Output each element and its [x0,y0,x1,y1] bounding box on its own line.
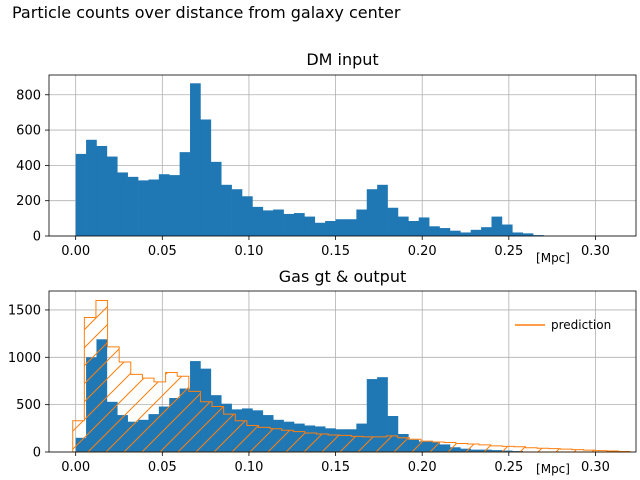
histogram-bar [106,156,118,236]
histogram-bar [533,235,544,236]
histogram-bar [200,119,212,236]
x-tick-label: 0.30 [581,460,610,475]
histogram-bar [470,229,482,236]
x-tick-label: 0.00 [61,244,90,259]
y-tick-label: 400 [16,159,41,174]
y-tick-label: 0 [33,230,41,245]
panel-gas-unit-label: [Mpc] [536,462,570,476]
histogram-bar [273,209,284,236]
panel-dm-input-bars [75,83,544,236]
histogram-bar [387,207,399,236]
legend-prediction-label: prediction [551,318,611,332]
histogram-bar [75,153,87,236]
histogram-bar [252,206,264,236]
histogram-bar [512,232,523,236]
x-tick-label: 0.25 [494,244,523,259]
y-tick-label: 800 [16,88,41,103]
panel-dm-input-frame [48,74,637,237]
x-tick-label: 0.10 [234,244,263,259]
histogram-bar [293,213,305,236]
histogram-bar [210,161,222,236]
histogram-bar [231,189,243,236]
histogram-bar [86,139,97,236]
panel-dm-input-y-axis: 0 200 400 600 800 [16,88,49,245]
panel-dm-input-unit-label: [Mpc] [536,251,570,265]
histogram-bar [377,377,388,452]
histogram-bar [366,379,378,452]
histogram-bar [366,189,378,236]
panel-dm-input: DM input 0.00 0.05 0.10 0.15 0.20 0.25 0.30 0 2… [16,50,637,265]
histogram-bar [242,196,253,236]
histogram-bar [418,217,430,236]
panel-gas-prediction-steps [72,299,631,453]
panel-gas-title: Gas gt & output [279,267,406,286]
y-tick-label: 600 [16,124,41,139]
y-tick-label: 500 [16,398,41,413]
prediction-step-histogram [72,299,631,453]
x-tick-label: 0.05 [148,244,177,259]
x-tick-label: 0.15 [321,244,350,259]
histogram-bar [377,184,388,236]
histogram-bar [397,216,409,236]
histogram-bar [522,233,534,236]
histogram-bar [127,176,139,236]
histogram-bar [460,232,472,236]
histogram-bar [356,209,368,236]
x-tick-label: 0.20 [408,460,437,475]
histogram-bar [138,180,149,236]
panel-gas-x-axis: 0.00 0.05 0.10 0.15 0.20 0.25 0.30 [61,452,610,475]
x-tick-label: 0.05 [148,460,177,475]
y-tick-label: 1500 [8,303,41,318]
x-tick-label: 0.00 [61,460,90,475]
histogram-bar [117,172,128,236]
histogram-bar [325,220,336,236]
panel-gas-legend: prediction [515,318,611,332]
panel-gas-y-axis: 0 500 1000 1500 [8,303,49,461]
y-tick-label: 1000 [8,351,41,366]
histogram-bar [148,179,160,236]
histogram-bar [283,213,295,236]
histogram-bar [408,220,420,236]
x-tick-label: 0.25 [494,460,523,475]
histogram-bar [314,222,326,236]
figure-suptitle: Particle counts over distance from galax… [12,3,401,22]
histogram-bar [439,228,451,236]
histogram-bar [169,175,180,236]
x-tick-label: 0.15 [321,460,350,475]
histogram-bar [335,219,347,236]
x-tick-label: 0.30 [581,244,610,259]
histogram-bar [96,145,108,236]
histogram-bar [429,226,440,236]
histogram-bar [304,216,316,236]
histogram-bar [262,210,274,236]
histogram-bar [221,184,232,236]
histogram-bar [158,174,170,236]
panel-dm-input-grid [49,75,636,237]
histogram-bar [501,224,513,236]
panel-dm-input-title: DM input [306,50,378,69]
panel-gas-gt-output: Gas gt & output 0.00 0.05 0.10 0.15 0.20 0.25… [8,267,637,476]
histogram-bar [190,83,201,236]
histogram-bar [449,230,461,236]
panel-dm-input-x-axis: 0.00 0.05 0.10 0.15 0.20 0.25 0.30 [61,236,610,259]
y-tick-label: 0 [33,446,41,461]
histogram-bar [179,152,191,236]
x-tick-label: 0.20 [408,244,437,259]
histogram-bar [387,416,399,452]
y-tick-label: 200 [16,194,41,209]
x-tick-label: 0.10 [234,460,263,475]
histogram-bar [491,216,503,236]
panel-gas-frame [48,290,637,453]
histogram-bar [481,227,492,236]
histogram-bar [345,219,357,236]
